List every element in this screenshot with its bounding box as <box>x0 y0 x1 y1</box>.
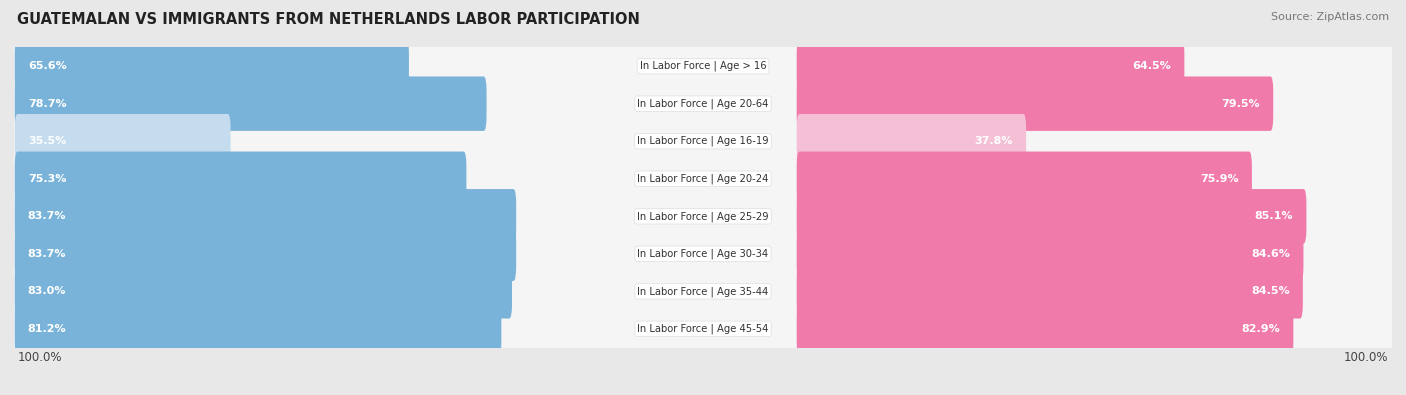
Text: In Labor Force | Age 30-34: In Labor Force | Age 30-34 <box>637 248 769 259</box>
Text: 79.5%: 79.5% <box>1222 99 1260 109</box>
Text: 84.6%: 84.6% <box>1251 249 1291 259</box>
FancyBboxPatch shape <box>13 56 1393 151</box>
FancyBboxPatch shape <box>13 94 1393 188</box>
Text: 84.5%: 84.5% <box>1251 286 1289 296</box>
Text: 83.7%: 83.7% <box>28 211 66 221</box>
FancyBboxPatch shape <box>13 169 1393 263</box>
Text: 81.2%: 81.2% <box>28 324 66 334</box>
FancyBboxPatch shape <box>797 227 1303 281</box>
Text: In Labor Force | Age > 16: In Labor Force | Age > 16 <box>640 61 766 71</box>
FancyBboxPatch shape <box>13 207 1393 301</box>
FancyBboxPatch shape <box>797 264 1303 318</box>
FancyBboxPatch shape <box>14 264 512 318</box>
FancyBboxPatch shape <box>14 227 516 281</box>
FancyBboxPatch shape <box>14 77 486 131</box>
FancyBboxPatch shape <box>14 152 467 206</box>
FancyBboxPatch shape <box>797 39 1184 93</box>
Text: In Labor Force | Age 35-44: In Labor Force | Age 35-44 <box>637 286 769 297</box>
FancyBboxPatch shape <box>13 19 1393 113</box>
FancyBboxPatch shape <box>797 77 1274 131</box>
FancyBboxPatch shape <box>797 189 1306 243</box>
FancyBboxPatch shape <box>14 302 502 356</box>
Text: 75.9%: 75.9% <box>1201 174 1239 184</box>
Text: 65.6%: 65.6% <box>28 61 66 71</box>
Text: 83.0%: 83.0% <box>28 286 66 296</box>
Text: In Labor Force | Age 25-29: In Labor Force | Age 25-29 <box>637 211 769 222</box>
Text: Source: ZipAtlas.com: Source: ZipAtlas.com <box>1271 12 1389 22</box>
Text: 75.3%: 75.3% <box>28 174 66 184</box>
Text: 78.7%: 78.7% <box>28 99 66 109</box>
FancyBboxPatch shape <box>14 189 516 243</box>
Text: 83.7%: 83.7% <box>28 249 66 259</box>
Text: 37.8%: 37.8% <box>974 136 1014 146</box>
FancyBboxPatch shape <box>13 282 1393 376</box>
Text: 100.0%: 100.0% <box>17 352 62 364</box>
FancyBboxPatch shape <box>797 152 1251 206</box>
Text: GUATEMALAN VS IMMIGRANTS FROM NETHERLANDS LABOR PARTICIPATION: GUATEMALAN VS IMMIGRANTS FROM NETHERLAND… <box>17 12 640 27</box>
Text: In Labor Force | Age 45-54: In Labor Force | Age 45-54 <box>637 324 769 334</box>
Text: In Labor Force | Age 20-64: In Labor Force | Age 20-64 <box>637 98 769 109</box>
Text: In Labor Force | Age 16-19: In Labor Force | Age 16-19 <box>637 136 769 147</box>
Text: 64.5%: 64.5% <box>1132 61 1171 71</box>
FancyBboxPatch shape <box>797 302 1294 356</box>
Text: 100.0%: 100.0% <box>1344 352 1389 364</box>
Text: 85.1%: 85.1% <box>1254 211 1294 221</box>
FancyBboxPatch shape <box>13 132 1393 226</box>
FancyBboxPatch shape <box>797 114 1026 168</box>
FancyBboxPatch shape <box>14 39 409 93</box>
Text: In Labor Force | Age 20-24: In Labor Force | Age 20-24 <box>637 173 769 184</box>
FancyBboxPatch shape <box>14 114 231 168</box>
FancyBboxPatch shape <box>13 244 1393 339</box>
Text: 35.5%: 35.5% <box>28 136 66 146</box>
Text: 82.9%: 82.9% <box>1241 324 1281 334</box>
